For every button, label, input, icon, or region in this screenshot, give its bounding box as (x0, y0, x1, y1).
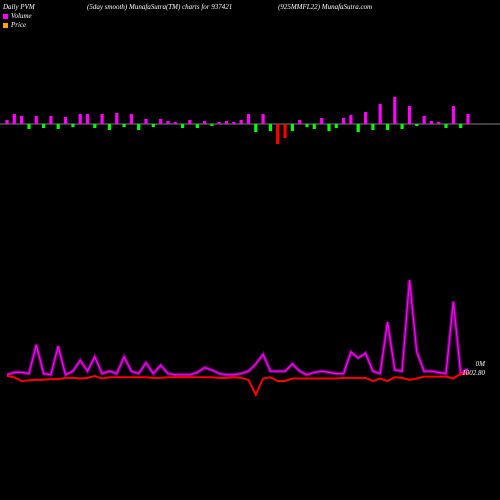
volume-bar (400, 124, 404, 129)
volume-bar (283, 124, 287, 138)
legend-price-label: Price (11, 21, 27, 29)
volume-bars (5, 97, 470, 144)
volume-bar (437, 122, 441, 124)
volume-bar (34, 116, 38, 124)
volume-value-label: 0M (475, 360, 485, 368)
volume-bar (429, 121, 433, 124)
volume-bar (188, 120, 192, 124)
volume-bar (415, 124, 419, 126)
volume-bar (298, 120, 302, 124)
volume-bar (100, 114, 104, 124)
legend-volume-swatch (3, 14, 8, 19)
volume-bar (166, 121, 170, 124)
chart-type-label: Daily PVM (3, 3, 35, 11)
volume-bar (27, 124, 31, 129)
volume-bar (137, 124, 141, 130)
volume-bar (151, 124, 155, 127)
volume-bar (459, 124, 463, 128)
volume-bar (173, 122, 177, 124)
volume-bar (85, 114, 90, 124)
volume-bar (371, 124, 375, 130)
volume-bar (78, 114, 82, 124)
volume-bar (305, 124, 309, 127)
volume-bar (385, 124, 390, 130)
volume-bar (224, 121, 229, 124)
volume-bar (42, 124, 46, 128)
legend-volume-label: Volume (11, 12, 32, 20)
legend-price: Price (3, 21, 26, 29)
volume-bar (159, 119, 163, 124)
volume-bar (356, 124, 360, 132)
volume-bar (203, 121, 207, 124)
volume-bar (12, 114, 16, 124)
volume-bar (254, 124, 258, 132)
volume-bar (195, 124, 199, 128)
volume-bar (20, 116, 24, 124)
volume-bar (210, 124, 214, 126)
volume-bar (115, 113, 119, 124)
volume-bar (444, 124, 448, 128)
volume-bar (122, 124, 126, 127)
volume-bar (312, 124, 316, 129)
volume-bar (246, 114, 251, 124)
volume-bar (422, 116, 426, 124)
volume-bar (71, 124, 75, 127)
volume-bar (129, 114, 133, 124)
chart-source-label: (925MMFL22) MunafaSutra.com (278, 3, 373, 11)
volume-bar (466, 114, 470, 124)
price-line (6, 372, 468, 398)
volume-bar (232, 122, 236, 124)
volume-bar (239, 120, 243, 124)
volume-bar (49, 116, 53, 124)
volume-bar (349, 115, 353, 124)
volume-bar (5, 120, 9, 124)
volume-line-glow (6, 279, 469, 378)
volume-bar (393, 97, 397, 124)
volume-bar (320, 118, 324, 124)
chart-title: (5day smooth) MunafaSutra(TM) charts for… (87, 3, 233, 11)
volume-bar (63, 117, 68, 124)
volume-bar (217, 122, 221, 124)
volume-bar (342, 118, 346, 124)
volume-bar (451, 106, 455, 124)
volume-bar (261, 114, 265, 124)
volume-bar (378, 104, 382, 124)
volume-bar (93, 124, 97, 128)
volume-bar (290, 124, 294, 131)
volume-bar (364, 112, 368, 124)
volume-bar (144, 119, 148, 124)
legend-price-swatch (3, 23, 8, 28)
volume-bar (327, 124, 331, 131)
volume-bar (334, 124, 338, 128)
legend-volume: Volume (3, 12, 32, 20)
volume-line (6, 279, 469, 376)
price-value-label: 1002.80 (462, 369, 485, 377)
volume-bar (56, 124, 60, 129)
volume-bar (276, 124, 280, 144)
volume-bar (107, 124, 111, 130)
volume-bar (181, 124, 185, 128)
volume-bar (268, 124, 272, 131)
volume-bar (407, 106, 412, 124)
